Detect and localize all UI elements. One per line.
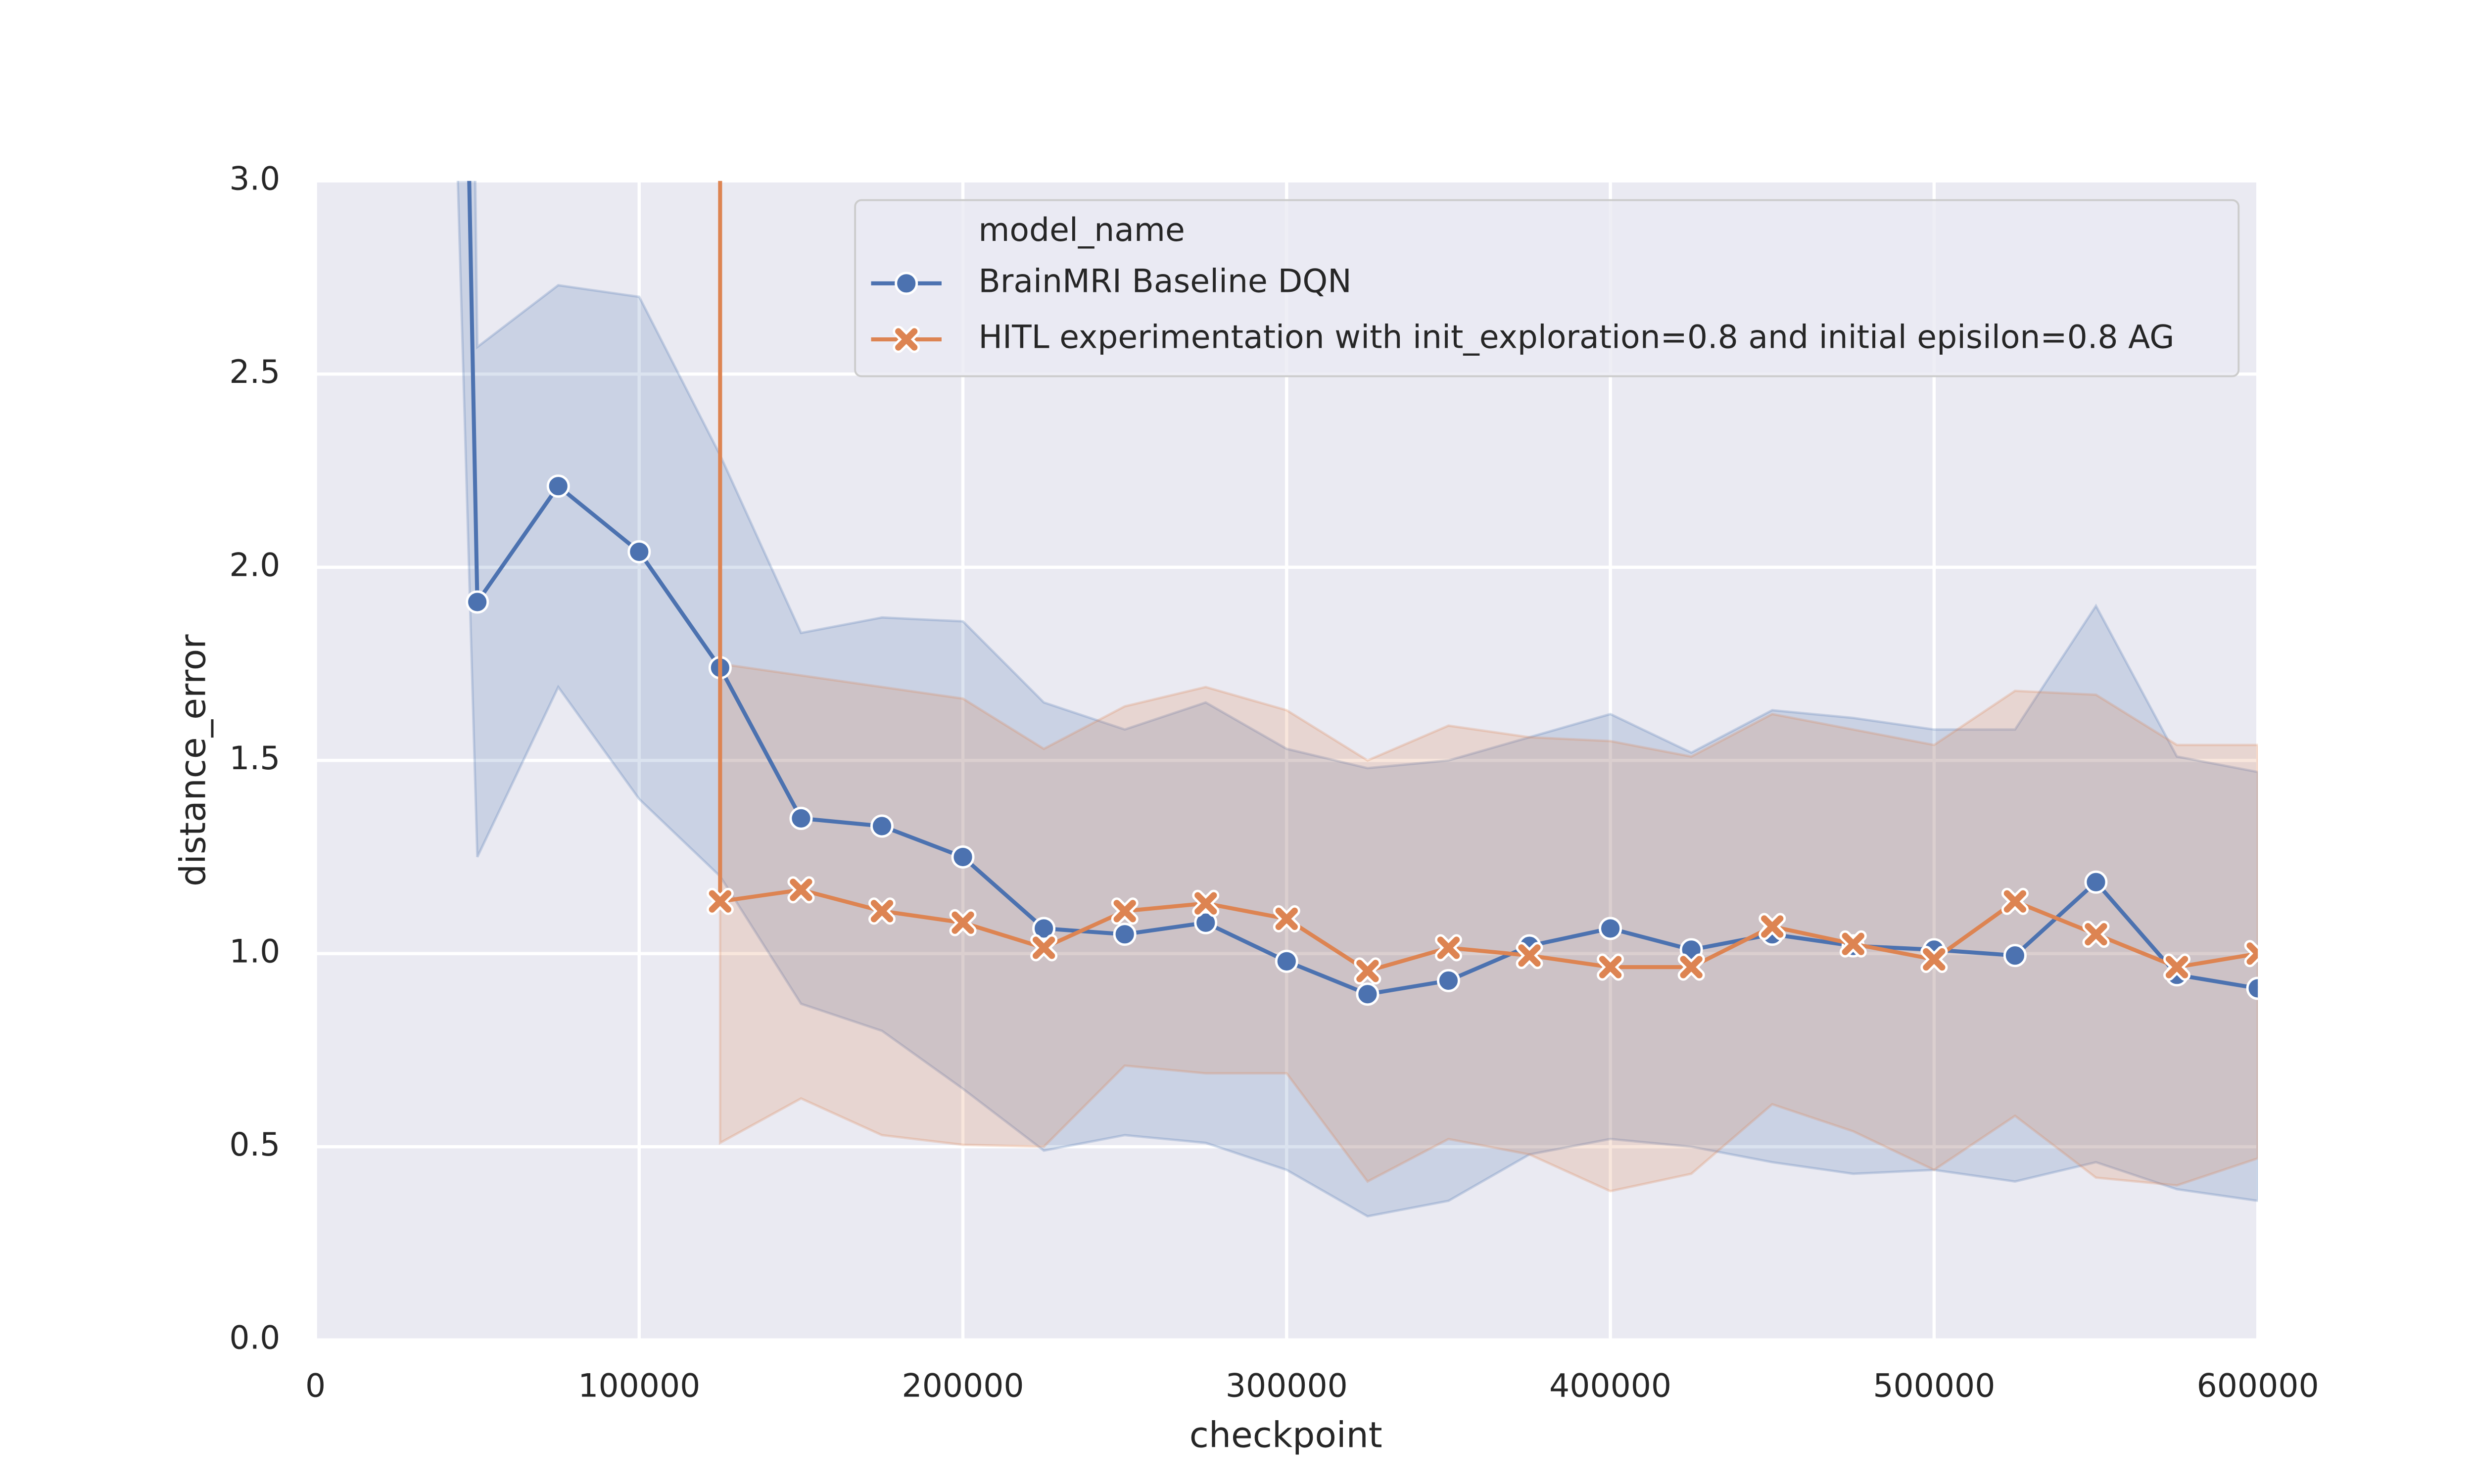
point (2003, 944, 2027, 968)
point (1194, 911, 1218, 934)
point-cross (709, 890, 732, 913)
x-tick-label: 300000 (1226, 1367, 1348, 1404)
point (1113, 923, 1137, 946)
point (1354, 957, 1381, 985)
point (870, 814, 894, 838)
point-cross (2003, 890, 2027, 913)
point (1920, 945, 1948, 973)
x-tick-label: 100000 (578, 1367, 700, 1404)
point (787, 876, 815, 904)
legend-marker (895, 328, 918, 351)
point-cross (2246, 942, 2258, 965)
point (1356, 982, 1380, 1006)
y-axis-label: distance_error (172, 634, 213, 886)
x-tick-label: 400000 (1549, 1367, 1671, 1404)
legend-title: model_name (978, 212, 1185, 249)
point (951, 845, 975, 869)
y-tick-label: 1.5 (229, 740, 280, 777)
y-tick-label: 2.5 (229, 354, 280, 391)
x-axis-label: checkpoint (1189, 1415, 1382, 1456)
point (1436, 969, 1460, 992)
point (1030, 934, 1058, 962)
point-cross (1113, 900, 1136, 923)
point (789, 806, 813, 830)
point (949, 909, 977, 936)
point-cross (1356, 960, 1379, 982)
point (2082, 921, 2110, 948)
point-cross (1842, 932, 1864, 955)
y-tick-label: 1.0 (229, 933, 280, 970)
point-cross (2085, 923, 2107, 946)
point-cross (1032, 936, 1055, 959)
point (627, 540, 651, 563)
y-tick-label: 2.0 (229, 547, 280, 584)
point (2001, 887, 2029, 915)
legend-box (854, 199, 2240, 377)
point-cross (1923, 948, 1946, 971)
point-cross (1437, 936, 1460, 959)
point (1839, 930, 1867, 958)
point (2246, 976, 2258, 1000)
point-cross (790, 879, 812, 901)
point-cross (1599, 956, 1622, 978)
point (1434, 934, 1462, 962)
point (1597, 953, 1624, 981)
point-cross (1194, 892, 1217, 915)
confidence-band (456, 181, 2258, 1218)
y-tick-label: 0.5 (229, 1126, 280, 1163)
point (2163, 953, 2191, 981)
point-cross (1275, 907, 1298, 930)
point-cross (1761, 915, 1784, 938)
plot-area (456, 181, 2258, 1218)
legend-label: HITL experimentation with init_explorati… (978, 319, 2174, 356)
point (868, 897, 896, 925)
point (1516, 942, 1543, 970)
point (1599, 917, 1622, 940)
point-cross (2165, 956, 2189, 978)
x-tick-label: 200000 (902, 1367, 1024, 1404)
x-tick-label: 0 (305, 1367, 326, 1404)
point-cross (952, 911, 974, 934)
point-cross (1680, 956, 1703, 978)
confidence-band (718, 662, 2258, 1193)
point (1275, 949, 1298, 973)
point (2084, 870, 2108, 894)
legend-label: BrainMRI Baseline DQN (978, 263, 1351, 300)
point (546, 474, 570, 498)
point (1192, 889, 1220, 917)
legend: model_name BrainMRI Baseline DQN HITL expe… (854, 199, 2240, 377)
point-cross (870, 900, 894, 923)
point (706, 887, 734, 915)
x-tick-label: 600000 (2197, 1367, 2319, 1404)
legend-marker (895, 272, 918, 295)
y-tick-label: 0.0 (229, 1319, 280, 1356)
point (1111, 897, 1139, 925)
point (2244, 940, 2258, 968)
point (1759, 913, 1786, 940)
point-cross (1518, 944, 1541, 967)
point (466, 590, 489, 614)
y-tick-label: 3.0 (229, 160, 280, 197)
point (1273, 905, 1300, 932)
point (1032, 917, 1056, 940)
x-tick-label: 500000 (1873, 1367, 1995, 1404)
point (1677, 953, 1705, 981)
